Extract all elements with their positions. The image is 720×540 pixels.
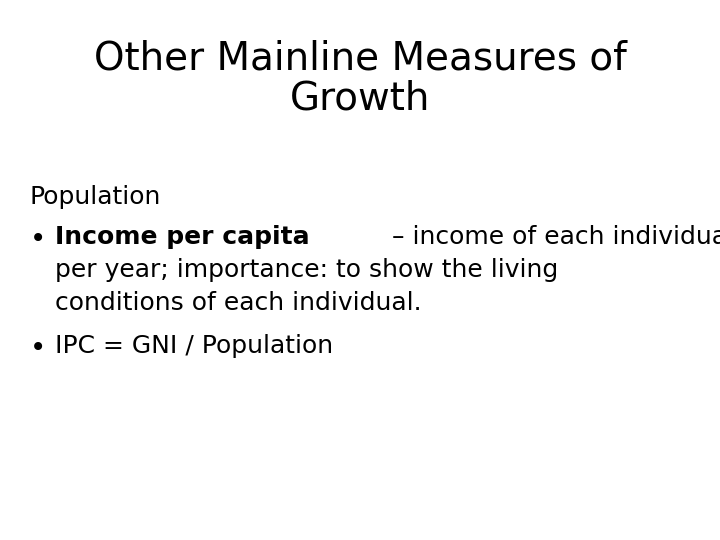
Text: per year; importance: to show the living: per year; importance: to show the living: [55, 258, 558, 282]
Text: Population: Population: [30, 185, 161, 209]
Text: Income per capita: Income per capita: [55, 225, 310, 249]
Text: IPC = GNI / Population: IPC = GNI / Population: [55, 334, 333, 358]
Text: Growth: Growth: [290, 80, 430, 118]
Text: conditions of each individual.: conditions of each individual.: [55, 291, 422, 315]
Text: •: •: [30, 334, 46, 362]
Text: – income of each individual: – income of each individual: [384, 225, 720, 249]
Text: •: •: [30, 225, 46, 253]
Text: Other Mainline Measures of: Other Mainline Measures of: [94, 40, 626, 78]
